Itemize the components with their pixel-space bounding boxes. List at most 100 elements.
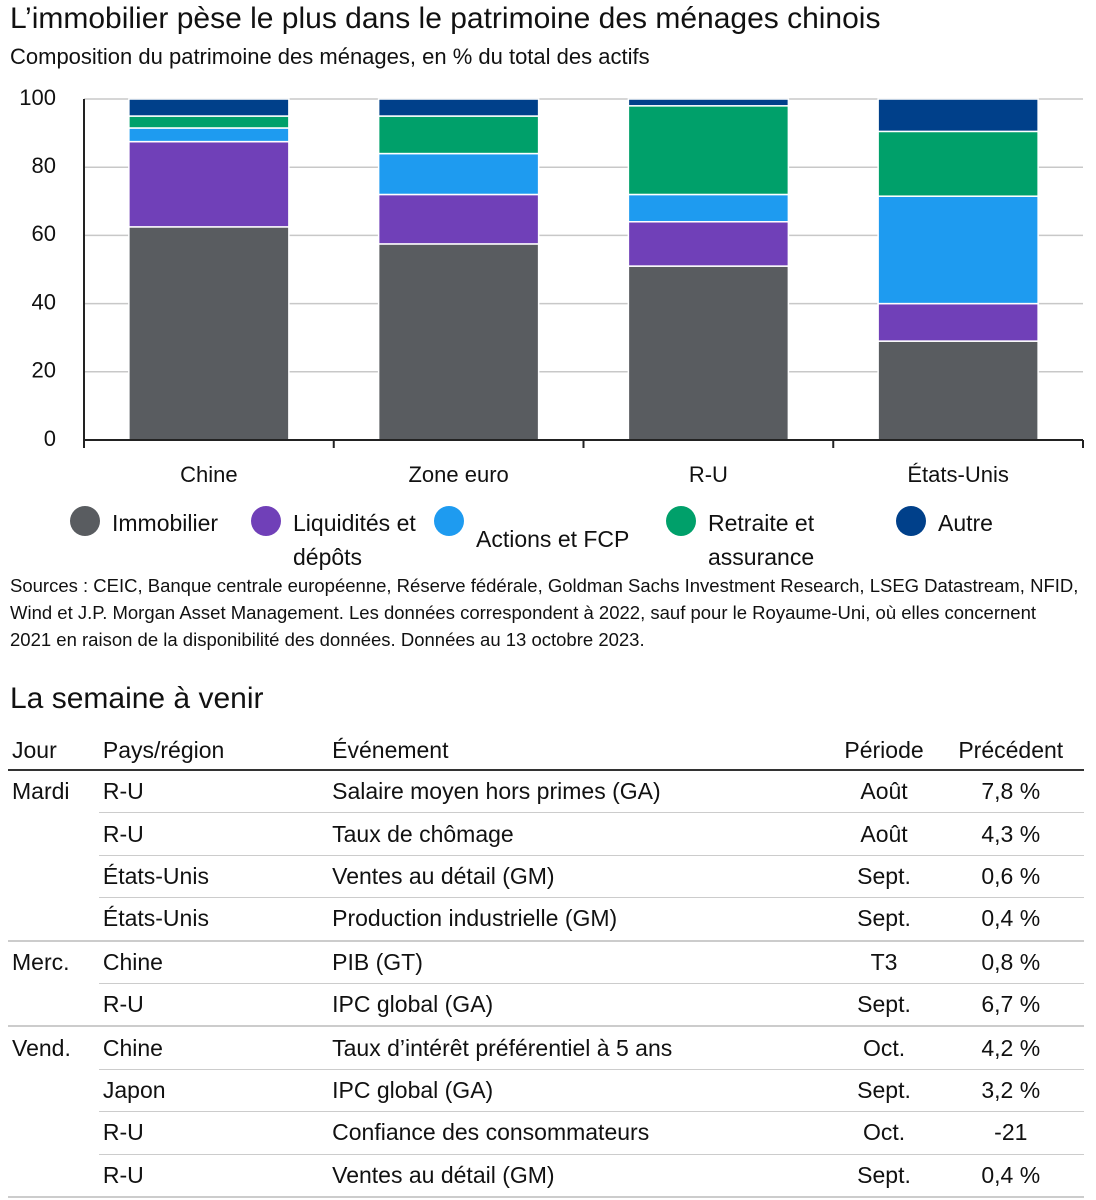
table-cell: Oct. [830, 1025, 938, 1070]
bar-segment [377, 193, 540, 245]
day-cell: Vend. [8, 1025, 99, 1070]
bar-segment [128, 140, 290, 228]
table-title: La semaine à venir [10, 682, 264, 715]
x-tick-label: R-U [689, 462, 728, 487]
table-cell: Production industrielle (GM) [328, 897, 831, 941]
legend-label: Immobilier [112, 510, 219, 536]
table-cell: R-U [102, 778, 144, 805]
table-cell: Sept. [830, 1068, 938, 1112]
column-header: Événement [328, 731, 831, 771]
table-border [8, 1195, 1084, 1199]
table-cell: T3 [830, 939, 938, 984]
bar-segment [627, 221, 790, 267]
table-cell: Sept. [830, 982, 938, 1027]
bar-segment [877, 130, 1039, 197]
table-cell: 7,8 % [981, 778, 1041, 805]
table-cell: Taux d’intérêt préférentiel à 5 ans [328, 1025, 831, 1070]
table-cell: Confiance des consommateurs [328, 1111, 831, 1155]
legend-item: Immobilier [70, 506, 262, 540]
day-cell [8, 1069, 99, 1111]
day-cell: Merc. [8, 939, 99, 984]
bar-segment [128, 115, 290, 129]
day-cell [8, 1112, 99, 1154]
bar-segment [128, 127, 290, 143]
legend-item: Liquidités et dépôts [251, 506, 423, 574]
table-cell: R-U [98, 812, 329, 856]
bar-segment [627, 193, 790, 223]
table-cell: Chine [98, 939, 329, 984]
table-cell: R-U [98, 1153, 329, 1197]
table-row: Mardi R-U Salaire moyen hors primes (GA) Ao… [8, 770, 1084, 813]
table-row: R-U Confiance des consommateurs Oct. -21 [8, 1111, 1084, 1155]
legend-item: Autre [896, 506, 1068, 540]
x-tick-label: Zone euro [408, 462, 508, 487]
y-tick-label: 100 [19, 85, 56, 110]
day-cell [8, 898, 99, 941]
table-cell: 0,4 % [937, 897, 1084, 941]
table-cell: IPC global (GA) [328, 1068, 831, 1112]
chart-title: L’immobilier pèse le plus dans le patrim… [10, 2, 881, 35]
bar-segment [877, 98, 1039, 133]
bar-segment [627, 105, 790, 196]
bar-segment [377, 98, 540, 117]
bar-segment [627, 98, 790, 107]
table-cell: 0,4 % [937, 1153, 1084, 1197]
bar-segment [877, 302, 1039, 342]
table-cell: Sept. [830, 897, 938, 941]
table-cell: Août [860, 778, 908, 805]
chart: 0 20 40 60 80 100 Chine Zone euro R-U États-Unis [19, 85, 1084, 487]
table-cell: Taux de chômage [328, 812, 831, 856]
legend-swatch [666, 506, 696, 536]
x-tick-label: États-Unis [907, 462, 1008, 487]
bar-segment [377, 152, 540, 196]
table-cell: 4,3 % [937, 812, 1084, 856]
table-cell: Japon [98, 1068, 329, 1112]
table-row: R-U IPC global (GA) Sept. 6,7 % [8, 982, 1084, 1027]
bar-segment [377, 243, 540, 441]
table-cell: -21 [937, 1111, 1084, 1155]
legend-label: Actions et FCP [476, 526, 630, 552]
table-row: Vend. Chine Taux d’intérêt préférentiel à … [8, 1025, 1084, 1070]
table-cell: Salaire moyen hors primes (GA) [332, 778, 661, 805]
column-header: Pays/région [98, 731, 329, 771]
table-row: Japon IPC global (GA) Sept. 3,2 % [8, 1068, 1084, 1112]
y-tick-label: 20 [32, 358, 56, 383]
table-row: États-Unis Ventes au détail (GM) Sept. 0,6 … [8, 854, 1084, 898]
bar-segment [377, 115, 540, 155]
y-tick-label: 40 [32, 289, 56, 314]
table-cell: Chine [98, 1025, 329, 1070]
column-header: Jour [8, 731, 99, 771]
source-note: Sources : CEIC, Banque centrale européen… [10, 575, 1079, 650]
bar-segment [877, 340, 1039, 441]
table-cell: Oct. [830, 1111, 938, 1155]
table-cell: États-Unis [98, 897, 329, 941]
column-header: Période [830, 731, 938, 771]
table-cell: R-U [98, 982, 329, 1027]
table-cell: 0,6 % [937, 854, 1084, 898]
day-cell [8, 1154, 99, 1197]
chart-subtitle: Composition du patrimoine des ménages, e… [10, 44, 650, 69]
table-cell: PIB (GT) [328, 939, 831, 984]
bar-segment [627, 265, 790, 441]
y-tick-label: 0 [44, 426, 56, 451]
table-cell: Ventes au détail (GM) [328, 1153, 831, 1197]
table-cell: Sept. [830, 1153, 938, 1197]
table-end [8, 1195, 1084, 1199]
day-cell [8, 855, 99, 897]
table-cell: IPC global (GA) [328, 982, 831, 1027]
bar-segment [128, 226, 290, 441]
legend-item: Actions et FCP [434, 506, 696, 556]
legend-item: Retraite et assurance [666, 506, 858, 574]
legend-swatch [70, 506, 100, 536]
table-row: États-Unis Production industrielle (GM) Se… [8, 897, 1084, 941]
table-cell: 0,8 % [937, 939, 1084, 984]
table-row: R-U Ventes au détail (GM) Sept. 0,4 % [8, 1153, 1084, 1197]
legend-swatch [251, 506, 281, 536]
table-cell: R-U [98, 1111, 329, 1155]
bar-segment [128, 98, 290, 117]
day-cell [8, 983, 99, 1026]
day-cell [8, 813, 99, 855]
x-tick-label: Chine [180, 462, 237, 487]
y-tick-label: 80 [32, 153, 56, 178]
